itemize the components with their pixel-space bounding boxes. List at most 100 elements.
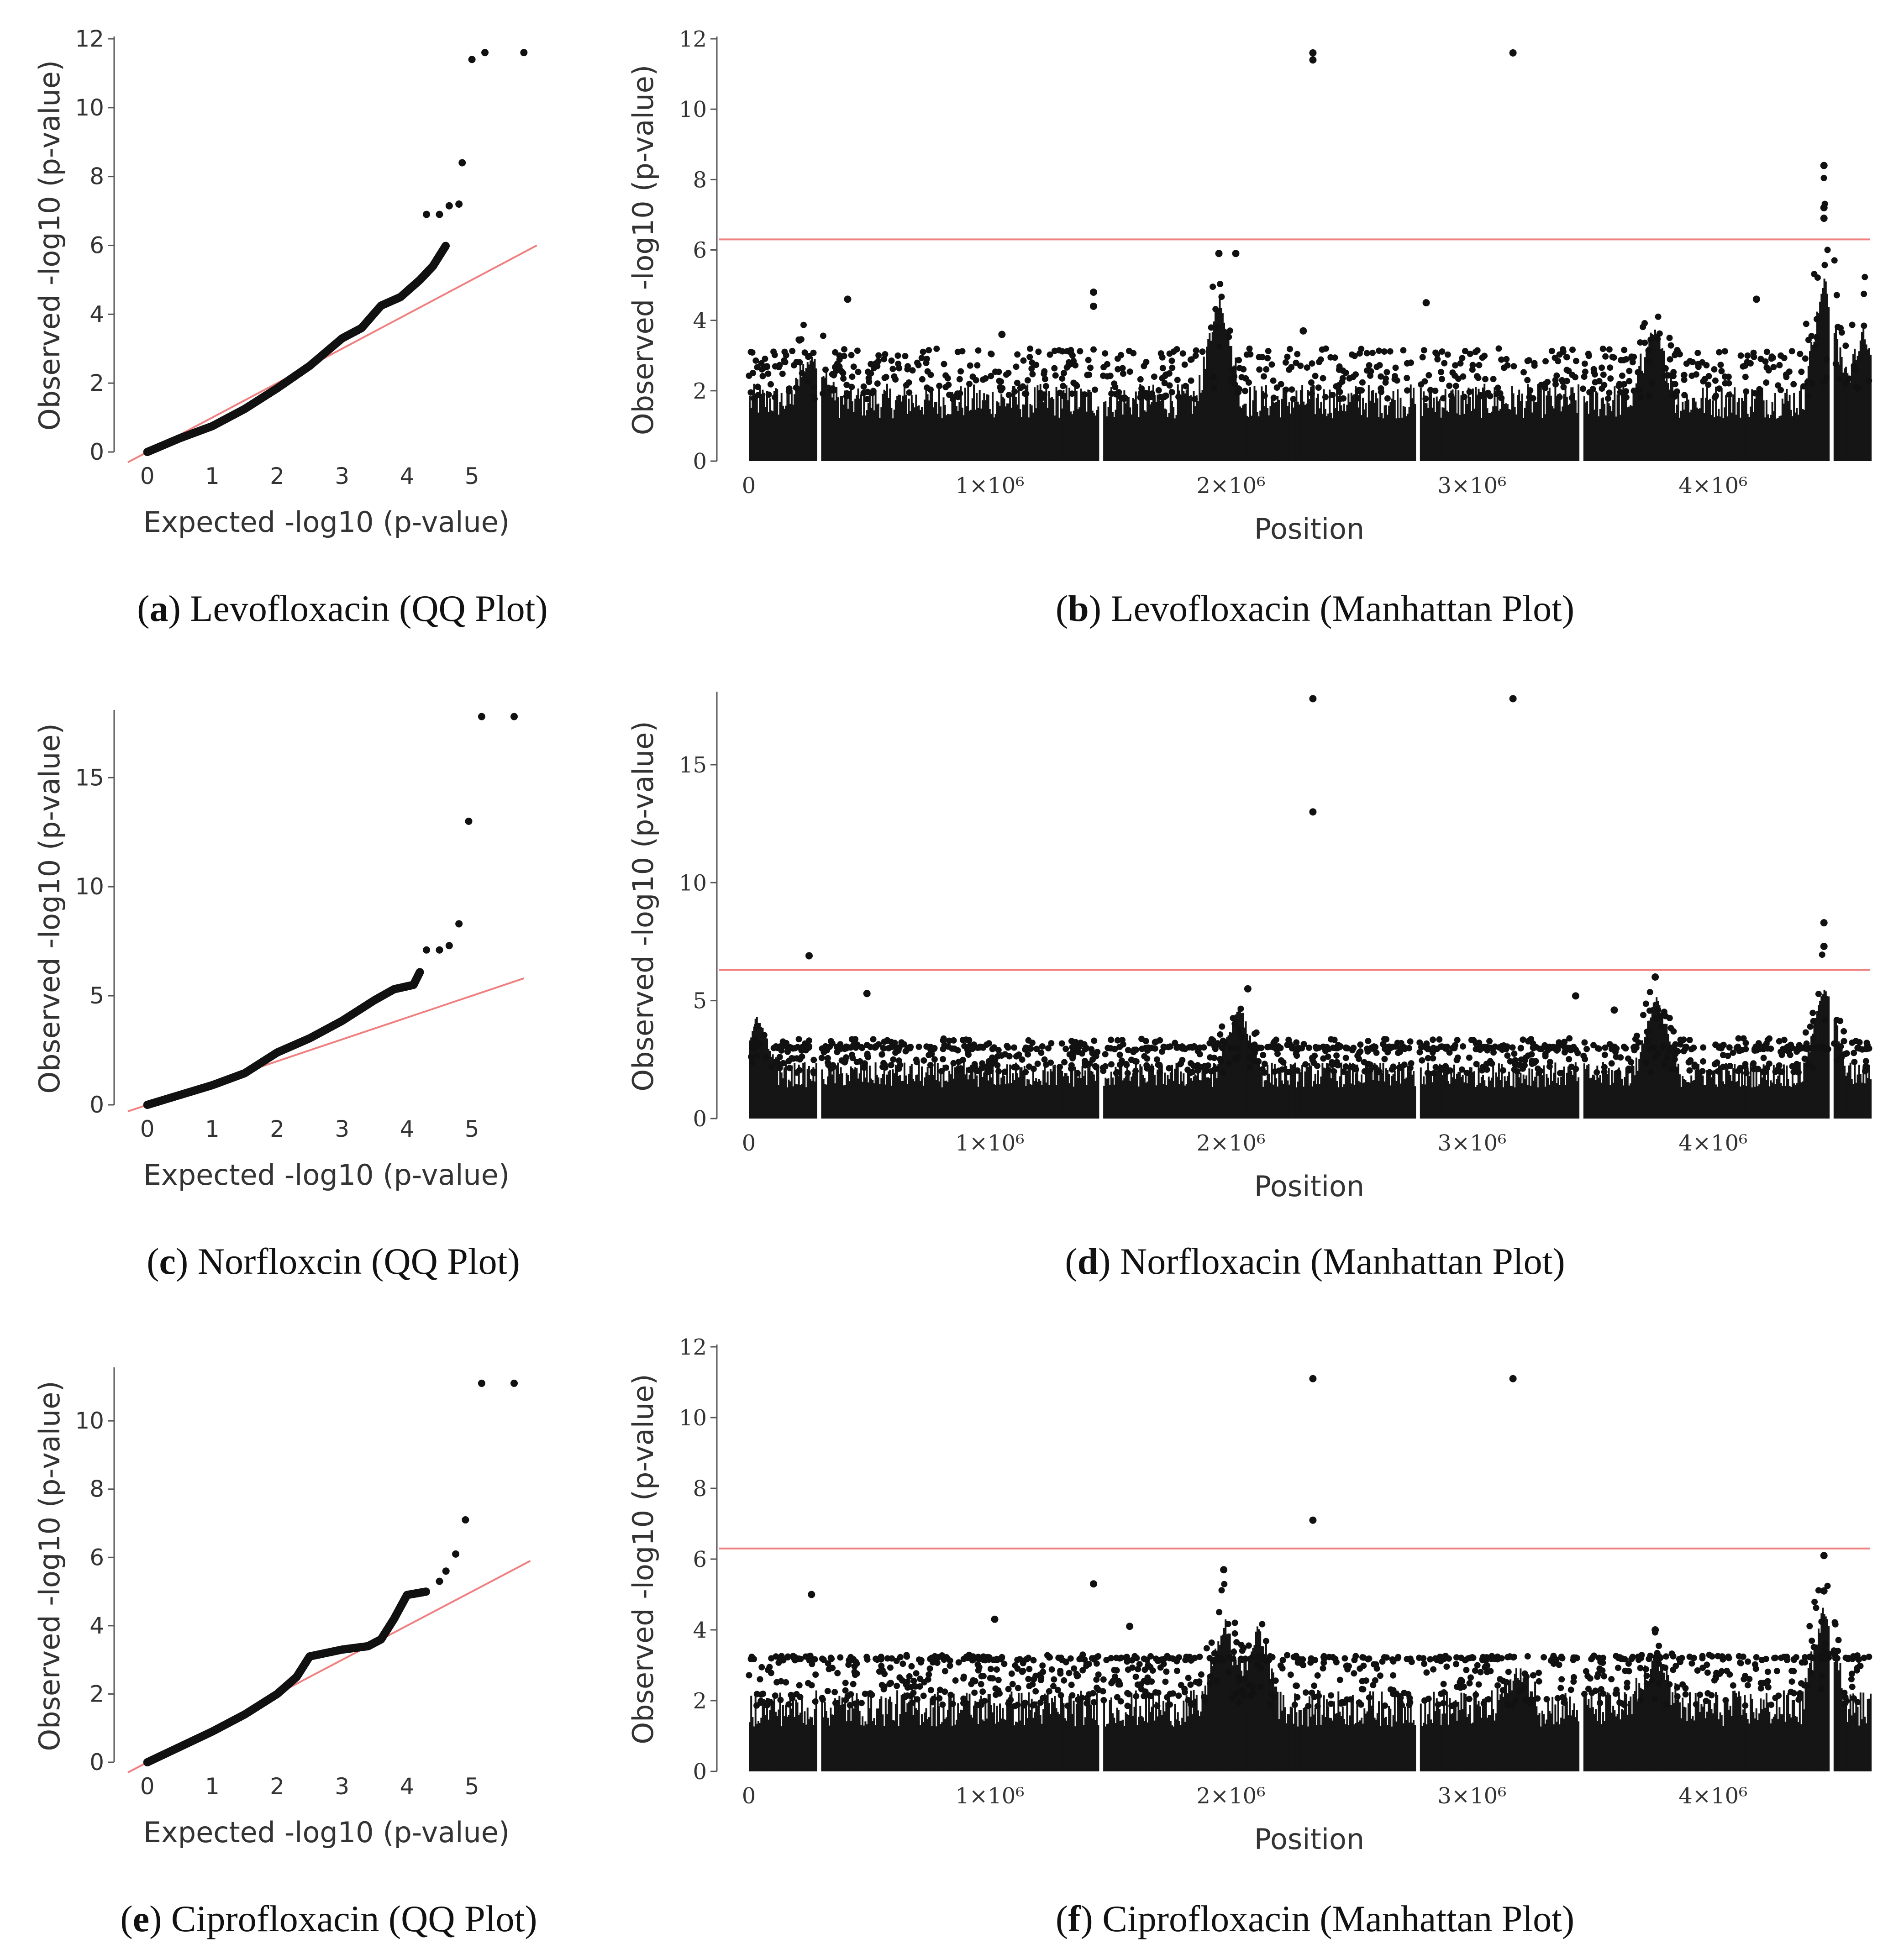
snp-strip: [1841, 357, 1843, 461]
snp-point: [1306, 1045, 1312, 1051]
snp-strip: [1443, 1071, 1445, 1119]
snp-strip: [1022, 1072, 1024, 1119]
snp-band-point: [1173, 1044, 1180, 1051]
snp-strip: [763, 1035, 765, 1119]
snp-strip: [1086, 1085, 1088, 1119]
snp-band-point: [872, 1044, 878, 1051]
snp-strip: [954, 1067, 956, 1119]
snp-point: [1726, 391, 1733, 398]
snp-strip: [1505, 403, 1507, 461]
snp-strip: [1758, 1084, 1761, 1119]
snp-strip: [1061, 408, 1063, 461]
snp-point: [1070, 357, 1077, 364]
snp-strip: [846, 394, 848, 461]
snp-strip: [1330, 1078, 1332, 1119]
snp-strip: [847, 1075, 849, 1119]
snp-strip: [790, 390, 793, 461]
snp-strip: [1812, 345, 1814, 461]
snp-strip: [1476, 1085, 1478, 1119]
snp-strip: [1345, 411, 1347, 461]
snp-strip: [1531, 412, 1533, 461]
snp-strip: [1447, 412, 1449, 461]
snp-strip: [1131, 414, 1133, 461]
snp-point: [1866, 377, 1872, 384]
snp-strip: [1439, 399, 1441, 461]
snp-point: [1766, 1060, 1773, 1067]
snp-outlier-point: [863, 990, 871, 998]
snp-strip: [1155, 402, 1157, 461]
snp-strip: [1347, 1067, 1350, 1119]
snp-point: [1616, 381, 1623, 388]
snp-point: [1512, 1057, 1519, 1064]
snp-strip: [1793, 1083, 1795, 1119]
snp-strip: [1389, 402, 1392, 461]
snp-strip: [1178, 1084, 1180, 1119]
snp-point: [1798, 368, 1805, 375]
snp-point: [1166, 370, 1173, 377]
snp-point: [1469, 366, 1476, 373]
snp-strip: [1028, 417, 1030, 461]
snp-strip: [1252, 1051, 1254, 1119]
snp-strip: [1207, 339, 1210, 461]
snp-strip: [785, 405, 787, 461]
snp-strip: [1842, 373, 1844, 461]
snp-strip: [1689, 1082, 1691, 1119]
snp-strip: [1058, 417, 1060, 461]
snp-strip: [1334, 408, 1336, 461]
x-axis-title: Position: [1254, 1823, 1364, 1856]
snp-strip: [1658, 339, 1661, 461]
snp-point: [988, 373, 994, 379]
y-tick-label: 8: [89, 163, 104, 190]
snp-strip: [879, 418, 881, 461]
snp-strip: [1148, 1067, 1150, 1119]
snp-strip: [1725, 394, 1727, 461]
snp-strip: [1112, 412, 1114, 461]
snp-strip: [973, 384, 975, 461]
snp-strip: [941, 418, 943, 461]
snp-strip: [1019, 409, 1021, 461]
snp-strip: [1115, 1066, 1117, 1119]
snp-strip: [1803, 1062, 1805, 1119]
snp-point: [1452, 383, 1459, 389]
snp-point: [1217, 1031, 1224, 1038]
snp-point: [1293, 1039, 1300, 1046]
snp-strip: [1191, 414, 1194, 461]
snp-strip: [1765, 1080, 1767, 1119]
snp-point: [1485, 389, 1492, 396]
snp-band-point: [1264, 1044, 1271, 1051]
snp-strip: [1071, 1071, 1073, 1119]
snp-outlier-point: [1820, 919, 1828, 927]
x-tick-label: 2: [270, 1116, 284, 1142]
snp-point: [1582, 1056, 1588, 1062]
snp-strip: [1511, 1086, 1513, 1119]
snp-point: [850, 363, 857, 370]
snp-strip: [1325, 416, 1328, 461]
snp-point: [1104, 373, 1111, 380]
snp-strip: [947, 414, 949, 461]
snp-strip: [1026, 1079, 1029, 1119]
snp-strip: [960, 386, 962, 461]
snp-strip: [984, 400, 987, 461]
snp-point: [810, 384, 817, 391]
reference-line: [127, 244, 537, 463]
snp-strip: [851, 1068, 853, 1119]
snp-strip: [1388, 405, 1390, 461]
snp-strip: [1381, 1072, 1383, 1119]
y-tick-label: 12: [679, 26, 707, 52]
snp-strip: [1258, 416, 1260, 461]
snp-point: [1809, 1009, 1816, 1016]
snp-point: [1182, 383, 1189, 389]
snp-strip: [1491, 1077, 1493, 1119]
snp-strip: [916, 1074, 919, 1119]
snp-strip: [1576, 413, 1578, 461]
x-tick-label: 0: [140, 1116, 155, 1142]
snp-strip: [1791, 1067, 1794, 1119]
snp-point: [1521, 1062, 1528, 1069]
snp-point: [1439, 348, 1446, 355]
snp-strip: [894, 400, 897, 461]
snp-point: [782, 359, 789, 366]
snp-strip: [1454, 389, 1457, 461]
snp-strip: [1036, 1082, 1039, 1119]
snp-strip: [1391, 1076, 1393, 1119]
